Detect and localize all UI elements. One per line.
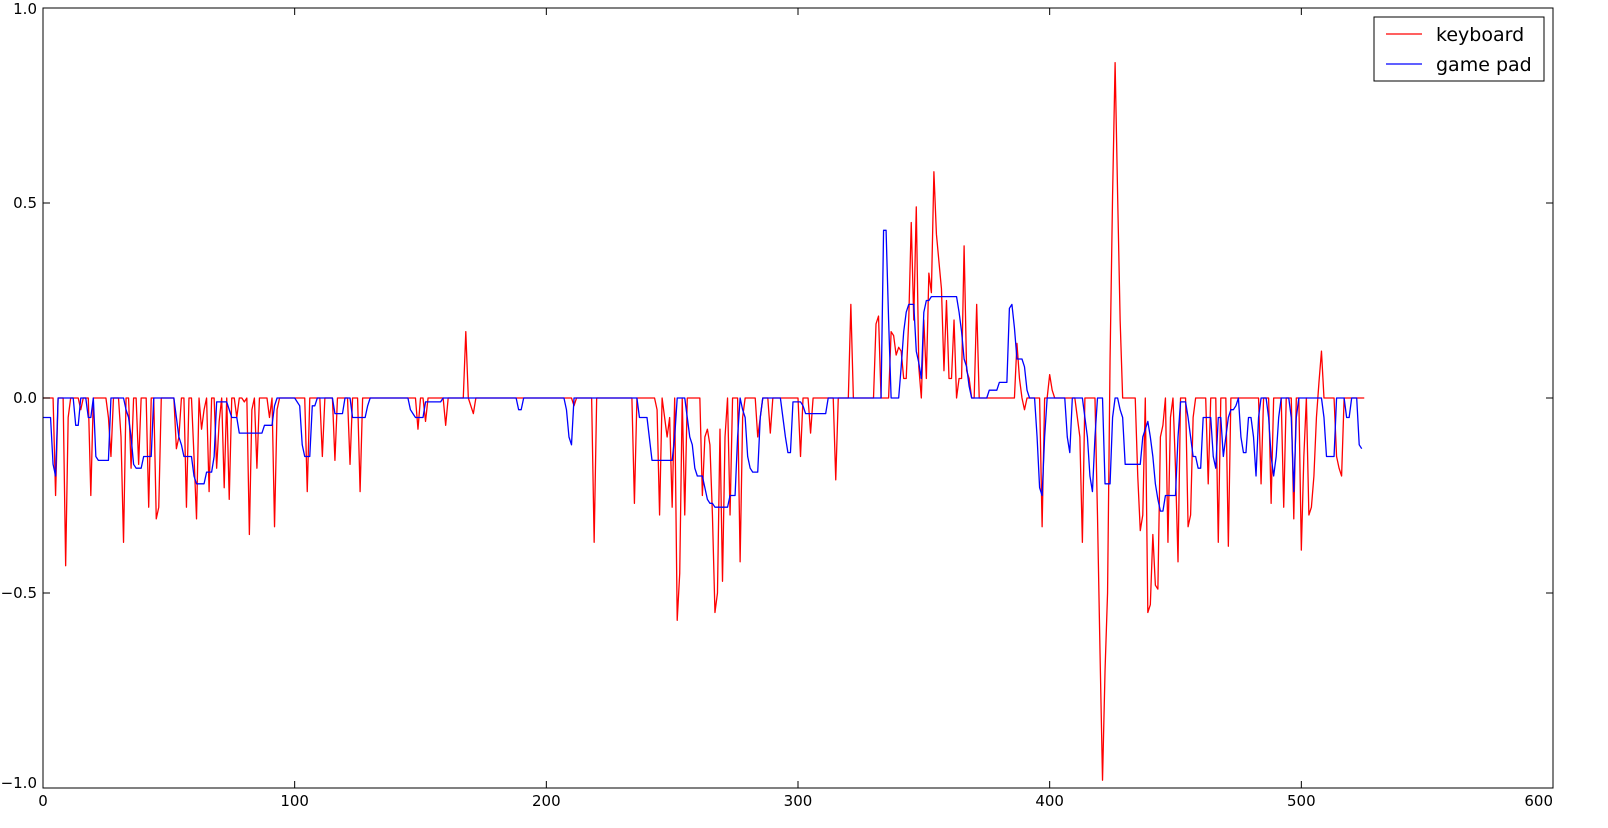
legend-label-keyboard: keyboard	[1436, 24, 1524, 46]
legend-box	[1373, 16, 1545, 82]
x-tick-label: 600	[1524, 792, 1553, 810]
series-line-game-pad	[43, 229, 1363, 512]
tick-layer: 0 100 200 300 400 500 600 −1.0 −0.5 0.0 0.5 1.0	[1, 0, 1554, 810]
x-tick-label: 500	[1287, 792, 1316, 810]
legend-label-game-pad: game pad	[1436, 54, 1532, 76]
x-tick-label: 0	[38, 792, 48, 810]
series-layer	[43, 61, 1365, 781]
x-tick-label: 200	[532, 792, 561, 810]
x-tick-label: 100	[280, 792, 309, 810]
y-tick-label: −1.0	[1, 774, 37, 792]
x-tick-label: 300	[784, 792, 813, 810]
x-tick-label: 400	[1035, 792, 1064, 810]
y-tick-label: 0.5	[13, 194, 37, 212]
y-tick-label: 1.0	[13, 0, 37, 18]
legend: keyboard game pad	[1373, 16, 1545, 82]
y-tick-label: 0.0	[13, 389, 37, 407]
y-tick-label: −0.5	[1, 584, 37, 602]
